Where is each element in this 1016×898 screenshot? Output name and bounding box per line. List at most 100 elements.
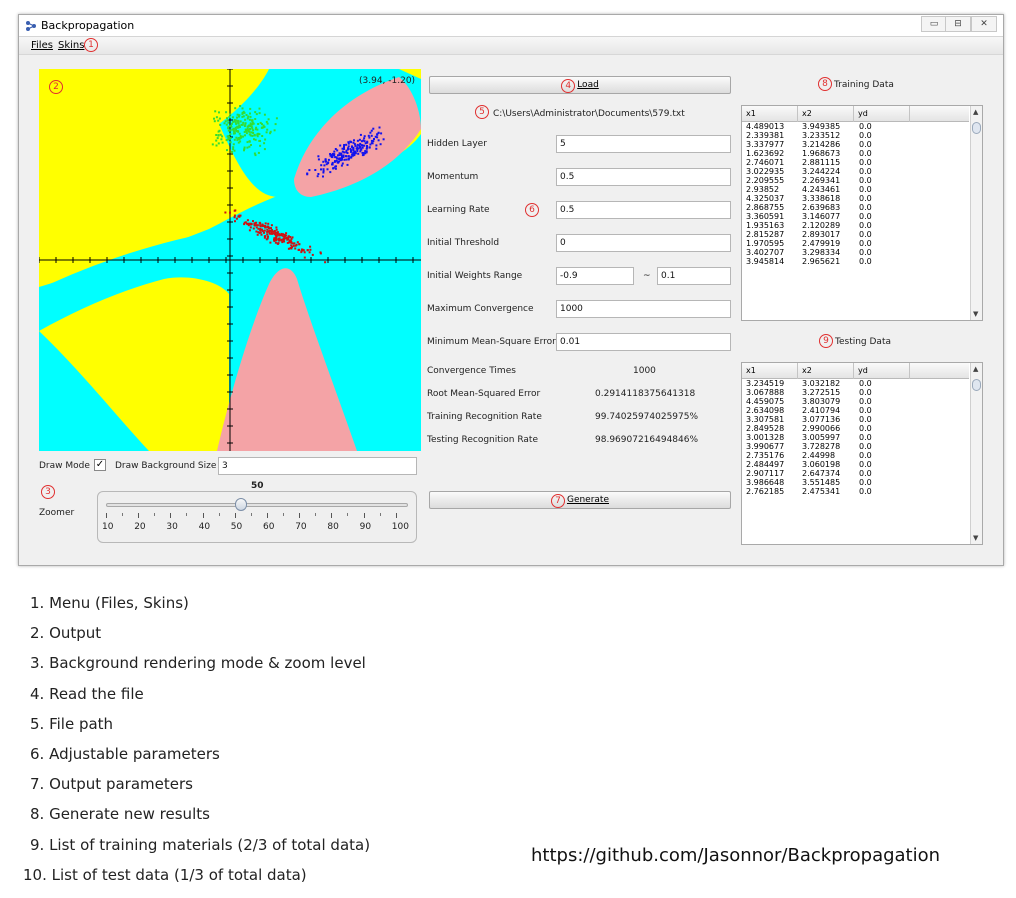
close-button[interactable]: ✕ <box>971 16 997 32</box>
testing-scrollbar[interactable]: ▲ ▼ <box>970 363 982 544</box>
green-point <box>229 129 232 132</box>
green-point <box>244 134 246 137</box>
column-header-yd[interactable]: yd <box>854 363 910 379</box>
table-row[interactable]: 2.634098 2.410794 0.0 <box>742 406 969 415</box>
training-data-table[interactable]: x1 x2 yd 4.489013 3.949385 0.0 2.339381 … <box>741 105 983 321</box>
table-row[interactable]: 2.762185 2.475341 0.0 <box>742 487 969 496</box>
scroll-thumb[interactable] <box>972 122 981 134</box>
draw-background-size-input[interactable]: 3 <box>218 457 417 475</box>
param-input[interactable]: 0.01 <box>556 333 731 351</box>
red-point <box>266 228 269 231</box>
green-point <box>275 117 278 120</box>
draw-mode-checkbox[interactable]: ✓ <box>94 459 106 471</box>
table-row[interactable]: 2.868755 2.639683 0.0 <box>742 203 969 212</box>
green-point <box>243 131 246 133</box>
scroll-down-icon[interactable]: ▼ <box>973 310 979 318</box>
scroll-up-icon[interactable]: ▲ <box>973 365 979 373</box>
maximize-button[interactable]: ⊟ <box>945 16 971 32</box>
param-input[interactable]: 0.5 <box>556 168 731 186</box>
minimize-button[interactable]: ▭ <box>921 16 947 32</box>
table-row[interactable]: 2.746071 2.881115 0.0 <box>742 158 969 167</box>
column-header-x2[interactable]: x2 <box>798 106 854 122</box>
scroll-up-icon[interactable]: ▲ <box>973 108 979 116</box>
green-point <box>256 135 259 138</box>
table-row[interactable]: 4.325037 3.338618 0.0 <box>742 194 969 203</box>
weights-range-min-input[interactable]: -0.9 <box>556 267 634 285</box>
scroll-down-icon[interactable]: ▼ <box>973 534 979 542</box>
table-row[interactable]: 3.022935 3.244224 0.0 <box>742 167 969 176</box>
menu-skins[interactable]: Skins <box>58 40 85 51</box>
table-row[interactable]: 3.337977 3.214286 0.0 <box>742 140 969 149</box>
cell-yd: 0.0 <box>859 176 872 185</box>
table-row[interactable]: 1.970595 2.479919 0.0 <box>742 239 969 248</box>
cell-x1: 2.735176 <box>746 451 785 460</box>
table-row[interactable]: 3.234519 3.032182 0.0 <box>742 379 969 388</box>
minor-tick-mark <box>250 513 252 516</box>
column-header-yd[interactable]: yd <box>854 106 910 122</box>
table-row[interactable]: 1.623692 1.968673 0.0 <box>742 149 969 158</box>
column-header-x2[interactable]: x2 <box>798 363 854 379</box>
green-point <box>215 134 218 136</box>
table-row[interactable]: 2.339381 3.233512 0.0 <box>742 131 969 140</box>
param-input[interactable]: 0 <box>556 234 731 252</box>
param-input[interactable]: 0.5 <box>556 201 731 219</box>
param-input[interactable]: 1000 <box>556 300 731 318</box>
weights-range-max-input[interactable]: 0.1 <box>657 267 731 285</box>
table-row[interactable]: 3.402707 3.298334 0.0 <box>742 248 969 257</box>
blue-point <box>380 132 383 135</box>
green-point <box>254 138 257 141</box>
table-row[interactable]: 4.489013 3.949385 0.0 <box>742 122 969 131</box>
red-point <box>268 230 271 232</box>
table-row[interactable]: 2.735176 2.44998 0.0 <box>742 451 969 460</box>
table-row[interactable]: 3.067888 3.272515 0.0 <box>742 388 969 397</box>
green-point <box>232 148 235 151</box>
table-row[interactable]: 3.360591 3.146077 0.0 <box>742 212 969 221</box>
generate-button[interactable]: 7 Generate <box>429 491 731 509</box>
red-point <box>259 227 262 230</box>
training-scrollbar[interactable]: ▲ ▼ <box>970 106 982 320</box>
blue-point <box>365 150 368 153</box>
scroll-thumb[interactable] <box>972 379 981 391</box>
testing-data-table[interactable]: x1 x2 yd 3.234519 3.032182 0.0 3.067888 … <box>741 362 983 545</box>
column-header-x1[interactable]: x1 <box>742 106 798 122</box>
red-point <box>282 239 285 242</box>
table-row[interactable]: 3.001328 3.005997 0.0 <box>742 433 969 442</box>
table-row[interactable]: 3.990677 3.728278 0.0 <box>742 442 969 451</box>
param-label: Learning Rate <box>427 205 490 215</box>
zoom-slider-track[interactable] <box>106 503 408 507</box>
blue-point <box>353 143 356 146</box>
blue-point <box>317 158 320 161</box>
param-input[interactable]: 5 <box>556 135 731 153</box>
blue-point <box>363 144 366 147</box>
zoom-slider-thumb[interactable] <box>235 498 247 511</box>
red-point <box>290 237 293 240</box>
cell-x2: 3.032182 <box>802 379 841 388</box>
output-plot[interactable]: (3.94, -1.20) 2 <box>39 69 421 451</box>
table-row[interactable]: 1.935163 2.120289 0.0 <box>742 221 969 230</box>
red-point <box>288 240 291 242</box>
annotation-badge: 5 <box>475 105 489 119</box>
table-row[interactable]: 2.815287 2.893017 0.0 <box>742 230 969 239</box>
table-row[interactable]: 2.907117 2.647374 0.0 <box>742 469 969 478</box>
table-row[interactable]: 3.307581 3.077136 0.0 <box>742 415 969 424</box>
green-point <box>213 120 216 123</box>
menu-files[interactable]: Files <box>31 40 53 51</box>
green-point <box>236 125 239 128</box>
table-row[interactable]: 4.459075 3.803079 0.0 <box>742 397 969 406</box>
green-point <box>245 132 248 135</box>
red-point <box>324 261 327 264</box>
table-row[interactable]: 3.945814 2.965621 0.0 <box>742 257 969 266</box>
green-point <box>241 123 244 126</box>
zoom-tick-label: 30 <box>166 522 178 532</box>
table-row[interactable]: 2.849528 2.990066 0.0 <box>742 424 969 433</box>
red-point <box>309 248 312 251</box>
table-row[interactable]: 3.986648 3.551485 0.0 <box>742 478 969 487</box>
load-button[interactable]: 4 Load <box>429 76 731 94</box>
red-point <box>259 224 262 227</box>
cell-x1: 3.990677 <box>746 442 785 451</box>
table-row[interactable]: 2.484497 3.060198 0.0 <box>742 460 969 469</box>
table-row[interactable]: 2.93852 4.243461 0.0 <box>742 185 969 194</box>
red-point <box>244 221 247 224</box>
table-row[interactable]: 2.209555 2.269341 0.0 <box>742 176 969 185</box>
column-header-x1[interactable]: x1 <box>742 363 798 379</box>
